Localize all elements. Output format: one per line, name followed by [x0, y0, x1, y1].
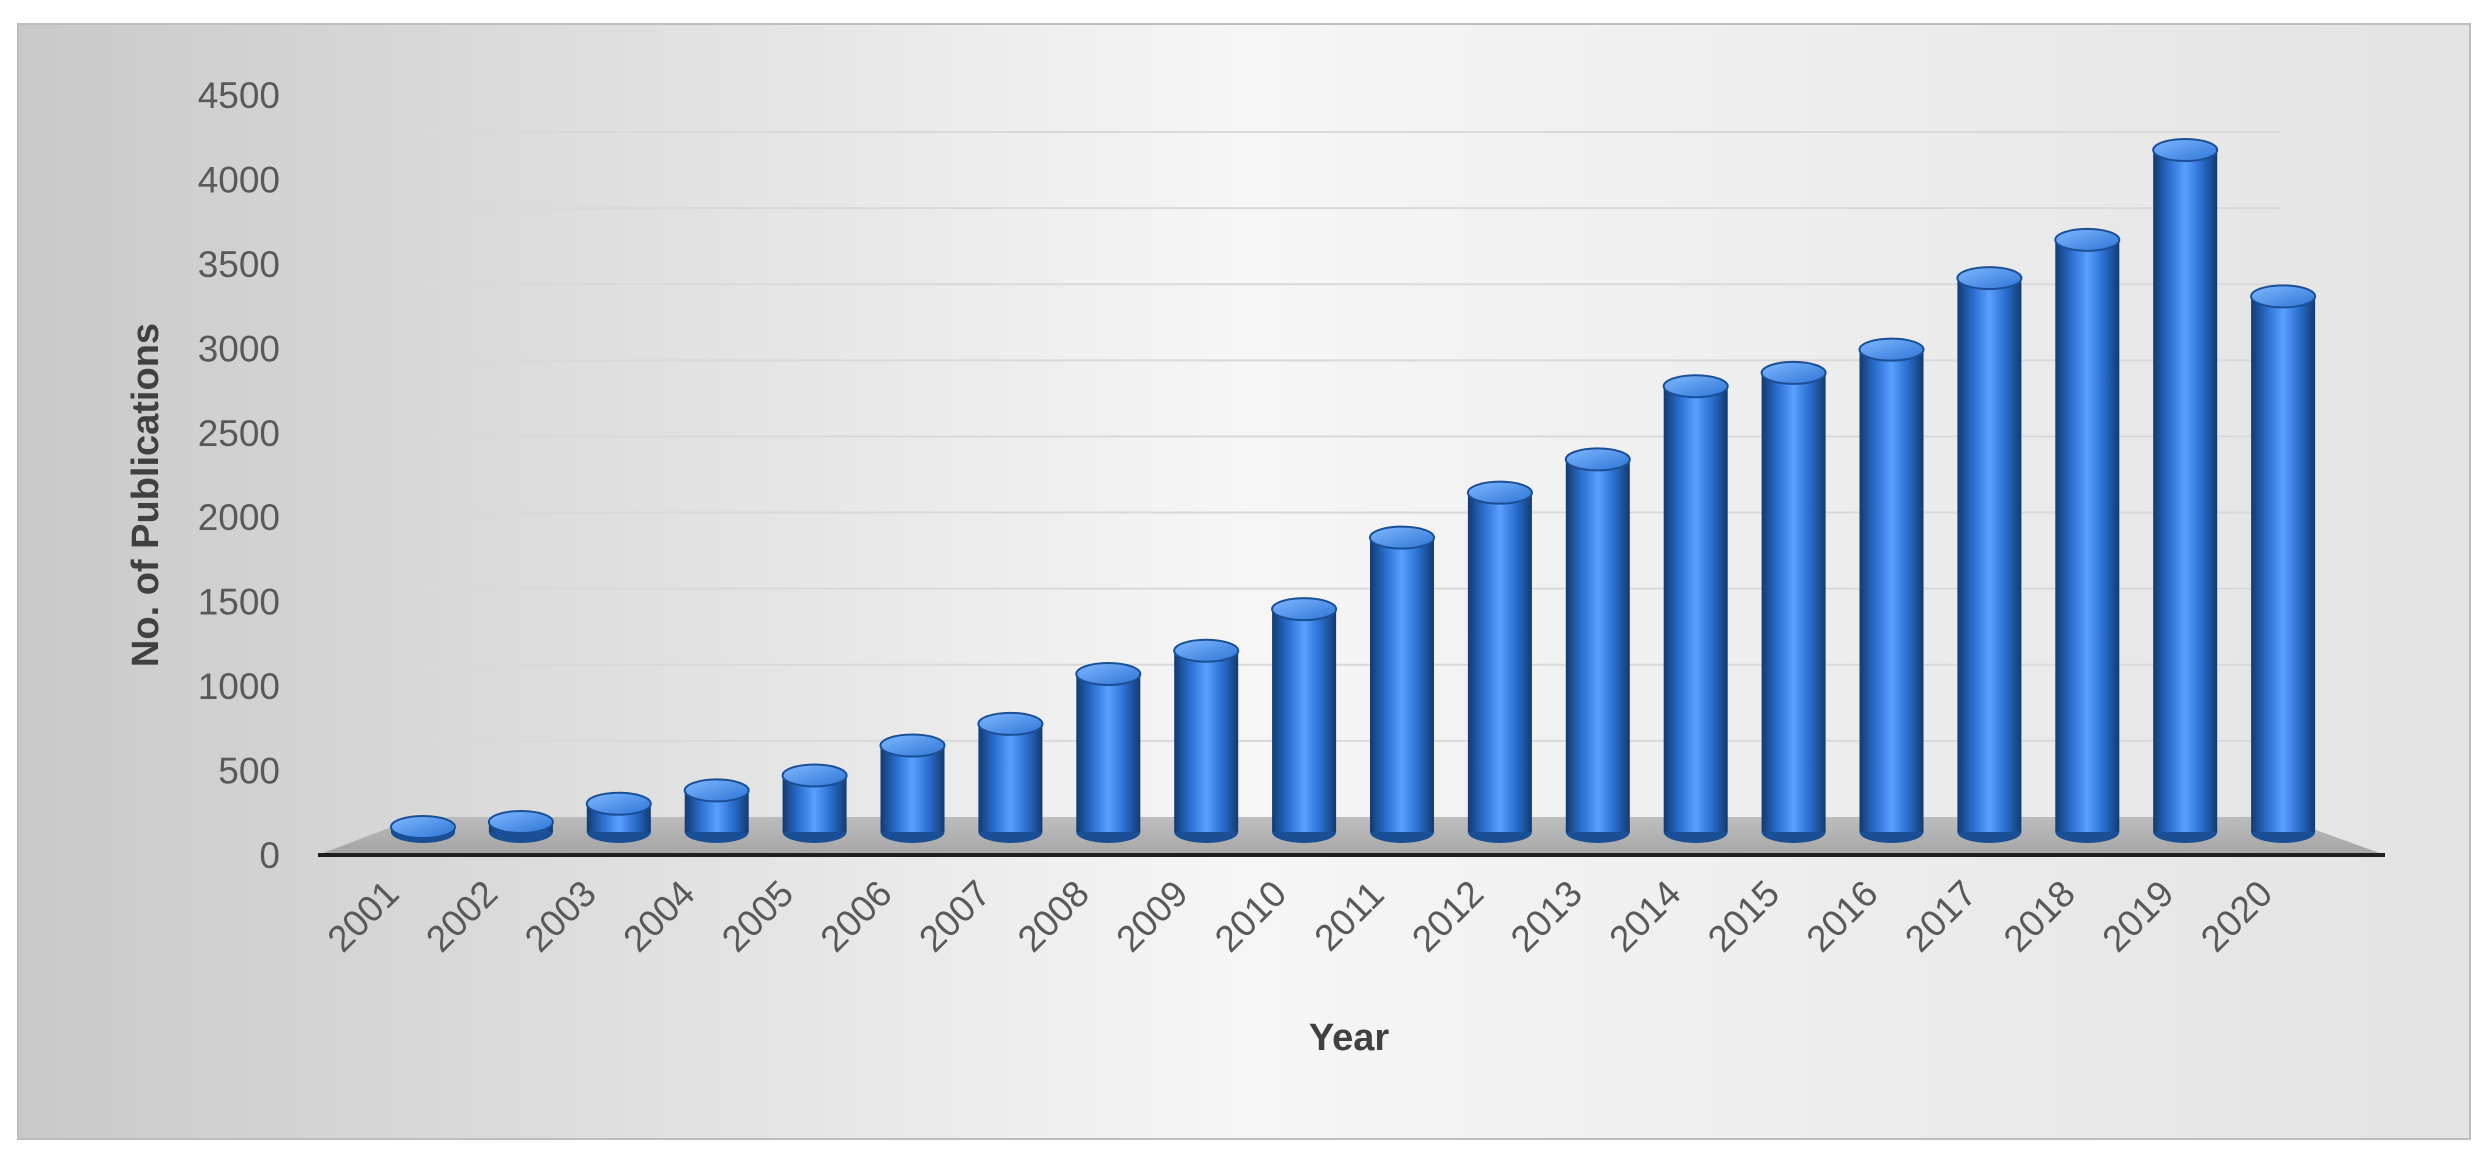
- y-tick-label: 1500: [198, 582, 280, 623]
- bar-2011: [1369, 525, 1435, 843]
- bar-2001: [390, 815, 456, 843]
- bar-2017: [1956, 266, 2023, 843]
- bar-2004: [683, 778, 750, 843]
- y-tick-label: 0: [259, 835, 280, 876]
- bar-2009: [1173, 638, 1240, 843]
- y-tick-label: 4500: [198, 75, 280, 116]
- y-tick-label: 2500: [198, 413, 280, 454]
- y-tick-label: 4000: [198, 159, 280, 200]
- bar-2003: [585, 791, 652, 843]
- y-tick-label: 500: [218, 751, 280, 792]
- bar-2014: [1662, 374, 1729, 843]
- bar-2018: [2054, 227, 2121, 843]
- bar-2016: [1858, 337, 1925, 843]
- bar-2002: [487, 810, 554, 843]
- bar-2019: [2152, 138, 2219, 843]
- bar-2010: [1271, 597, 1338, 843]
- bar-2020: [2250, 284, 2317, 843]
- bars: [390, 138, 2317, 843]
- y-tick-label: 3500: [198, 244, 280, 285]
- y-axis-ticks: 0 500 1000 1500 2000 2500 3000 3500 4000 4500: [198, 75, 280, 876]
- bar-2006: [879, 733, 946, 843]
- bar-2007: [977, 711, 1044, 843]
- y-tick-label: 3000: [198, 328, 280, 369]
- y-tick-label: 2000: [198, 497, 280, 538]
- y-axis-title: No. of Publications: [125, 323, 167, 667]
- bar-2008: [1075, 661, 1142, 843]
- bar-2005: [781, 763, 848, 843]
- bar-2015: [1760, 360, 1827, 843]
- gridline-4500: [317, 82, 2280, 133]
- gridline-4000: [317, 166, 2280, 210]
- bar-2012: [1466, 480, 1533, 843]
- x-axis-title: Year: [1309, 1017, 1390, 1059]
- bar-2013: [1564, 447, 1631, 843]
- y-tick-label: 1000: [198, 666, 280, 707]
